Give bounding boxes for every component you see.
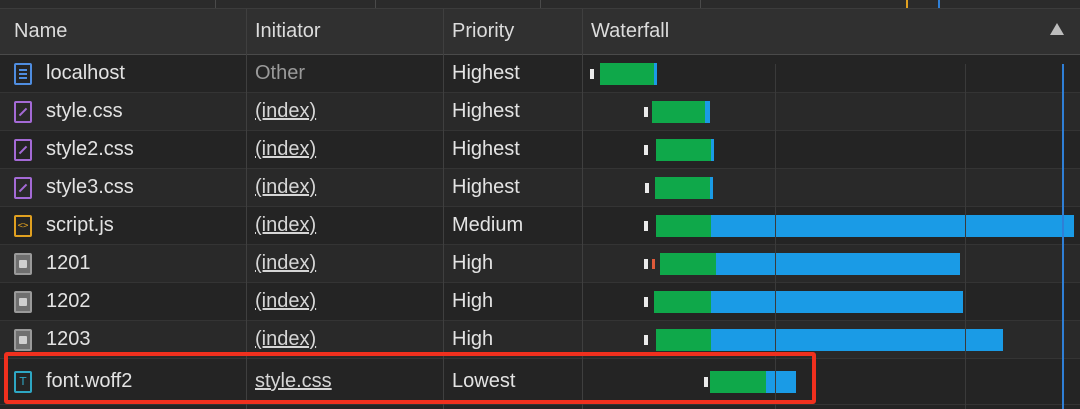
table-row[interactable]: style3.css (index) Highest <box>0 169 1080 207</box>
waterfall-cell <box>582 55 1080 92</box>
priority-cell: Medium <box>452 214 524 236</box>
table-row[interactable]: <> script.js (index) Medium <box>0 207 1080 245</box>
image-icon <box>14 252 32 275</box>
name-cell: localhost <box>0 55 246 92</box>
stylesheet-icon <box>14 100 32 123</box>
script-icon: <> <box>14 214 32 237</box>
priority-cell: High <box>452 328 494 350</box>
initiator-cell: (index) <box>246 131 443 168</box>
waterfall-cell <box>582 93 1080 130</box>
table-row[interactable]: style.css (index) Highest <box>0 93 1080 131</box>
table-header: Name Initiator Priority Waterfall <box>0 9 1080 55</box>
network-requests-table: Name Initiator Priority Waterfall localh… <box>0 9 1080 409</box>
column-header-waterfall[interactable]: Waterfall <box>591 20 670 42</box>
priority-cell: Highest <box>452 176 520 198</box>
column-header-name[interactable]: Name <box>14 20 68 42</box>
image-icon <box>14 328 32 351</box>
column-divider[interactable] <box>246 9 247 409</box>
priority-cell: Highest <box>452 100 520 122</box>
initiator-link[interactable]: (index) <box>255 176 317 198</box>
timeline-overview-strip[interactable] <box>0 0 1080 9</box>
priority-cell: Highest <box>452 138 520 160</box>
priority-cell: High <box>452 290 494 312</box>
initiator-cell: Other <box>255 62 306 84</box>
name-cell: style.css <box>0 93 246 130</box>
name-cell: T font.woff2 <box>0 359 246 404</box>
name-cell: 1203 <box>0 321 246 358</box>
initiator-link[interactable]: style.css <box>255 370 332 392</box>
name-cell: 1201 <box>0 245 246 282</box>
waterfall-cell <box>582 245 1080 282</box>
initiator-link[interactable]: (index) <box>255 252 317 274</box>
initiator-link[interactable]: (index) <box>255 290 317 312</box>
initiator-cell: (index) <box>246 207 443 244</box>
name-cell: <> script.js <box>0 207 246 244</box>
table-row[interactable]: T font.woff2 style.css Lowest <box>0 359 1080 405</box>
initiator-cell: (index) <box>246 93 443 130</box>
priority-cell: High <box>452 252 494 274</box>
sort-ascending-icon[interactable] <box>1050 23 1064 35</box>
initiator-cell: (index) <box>246 321 443 358</box>
table-row[interactable]: 1202 (index) High <box>0 283 1080 321</box>
initiator-cell: (index) <box>246 283 443 320</box>
domcontentloaded-marker <box>1062 64 1064 409</box>
waterfall-cell <box>582 283 1080 320</box>
table-row[interactable]: localhost Other Highest <box>0 55 1080 93</box>
waterfall-cell <box>582 131 1080 168</box>
waterfall-cell <box>582 207 1080 244</box>
font-icon: T <box>14 370 32 393</box>
column-header-priority[interactable]: Priority <box>452 20 515 42</box>
waterfall-gridline <box>965 64 966 409</box>
initiator-link[interactable]: (index) <box>255 100 317 122</box>
initiator-cell: (index) <box>246 245 443 282</box>
waterfall-cell <box>582 359 1080 404</box>
image-icon <box>14 290 32 313</box>
column-divider[interactable] <box>443 9 444 409</box>
name-cell: style3.css <box>0 169 246 206</box>
priority-cell: Highest <box>452 62 520 84</box>
highlight-box <box>4 352 816 404</box>
column-header-initiator[interactable]: Initiator <box>255 20 321 42</box>
table-row[interactable]: 1201 (index) High <box>0 245 1080 283</box>
waterfall-gridline <box>775 64 776 409</box>
document-icon <box>14 62 32 85</box>
initiator-cell: style.css <box>246 359 443 404</box>
column-divider[interactable] <box>582 9 583 409</box>
initiator-link[interactable]: (index) <box>255 138 317 160</box>
table-row[interactable]: style2.css (index) Highest <box>0 131 1080 169</box>
stylesheet-icon <box>14 138 32 161</box>
initiator-cell: (index) <box>246 169 443 206</box>
stylesheet-icon <box>14 176 32 199</box>
name-cell: 1202 <box>0 283 246 320</box>
initiator-link[interactable]: (index) <box>255 214 317 236</box>
priority-cell: Lowest <box>452 370 516 392</box>
initiator-link[interactable]: (index) <box>255 328 317 350</box>
waterfall-cell <box>582 169 1080 206</box>
name-cell: style2.css <box>0 131 246 168</box>
waterfall-cell <box>582 321 1080 358</box>
